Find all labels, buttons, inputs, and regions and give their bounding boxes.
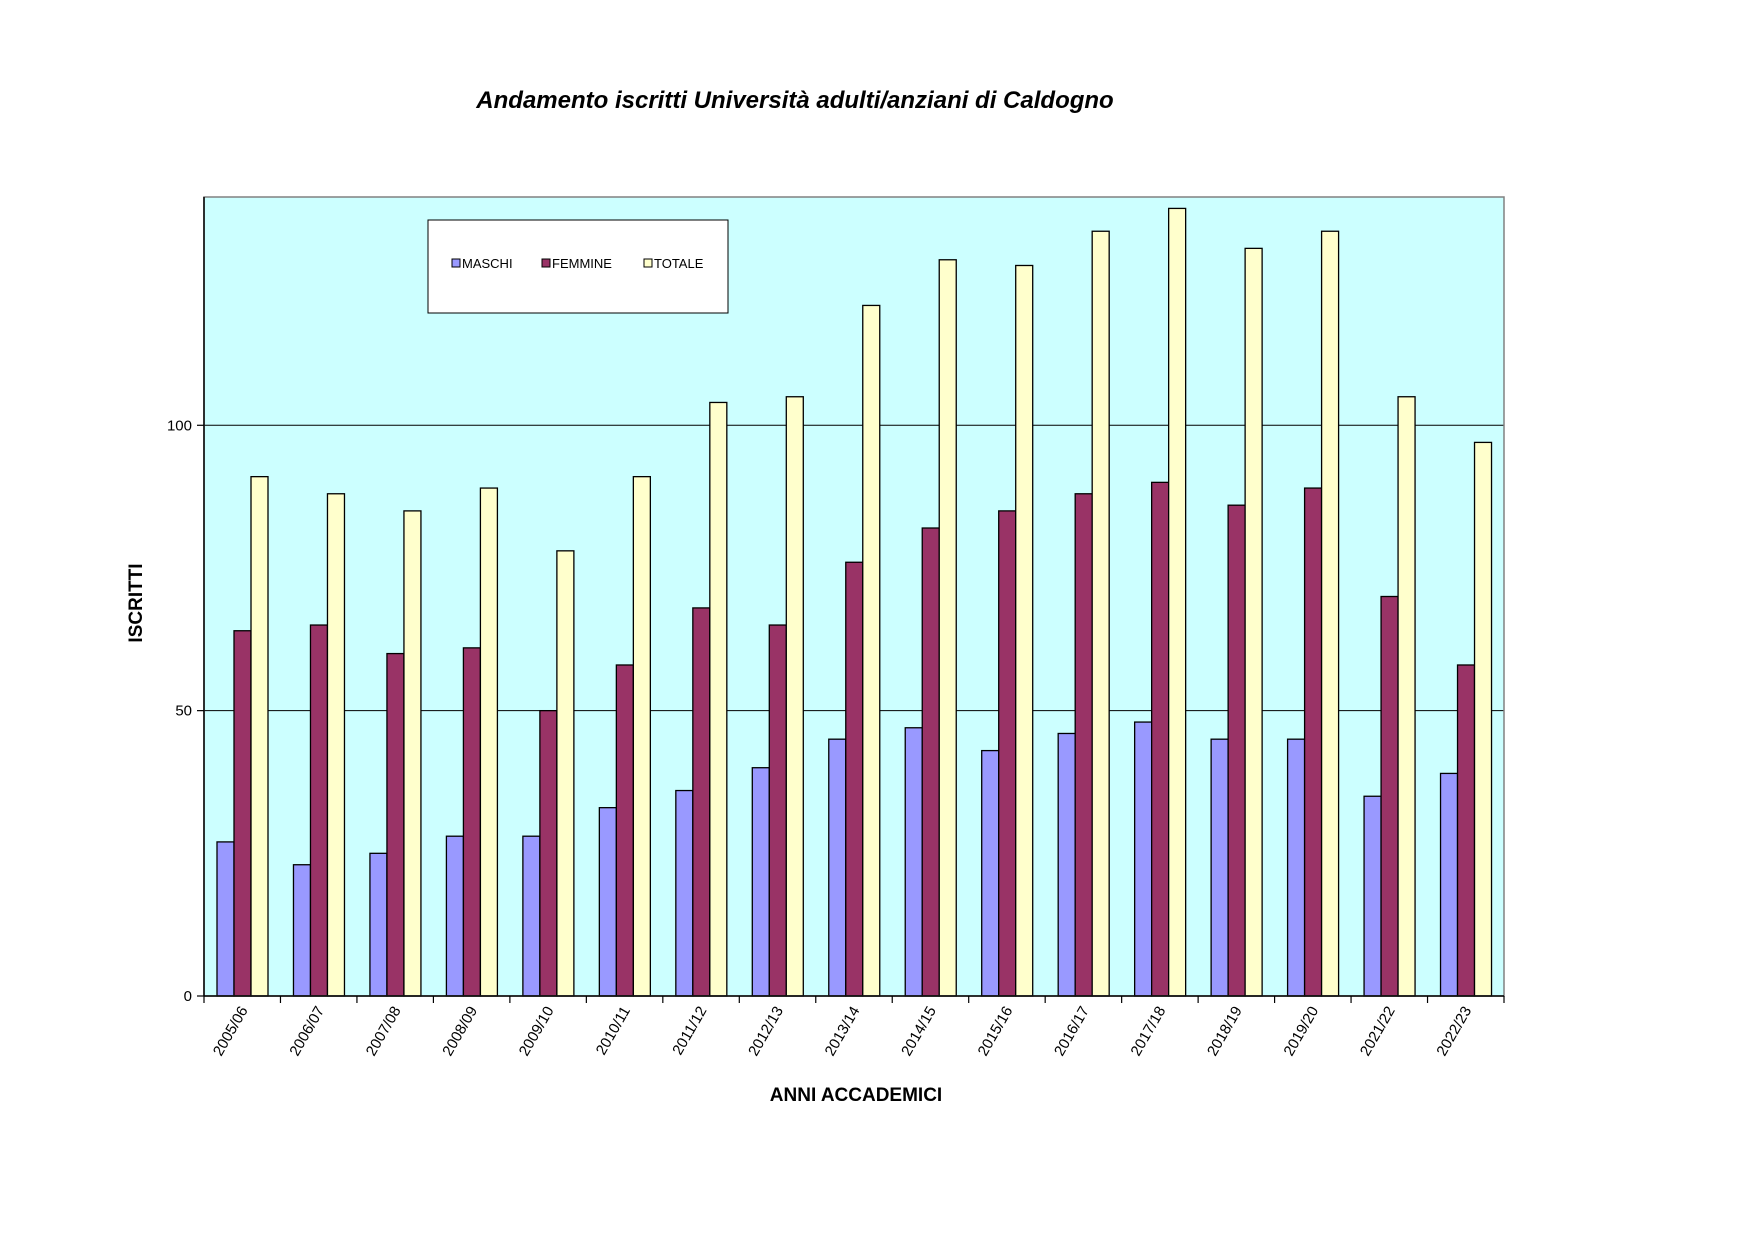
bar-femmine [1074, 493, 1093, 997]
bar-maschi [292, 864, 312, 997]
x-tick-label: 2014/15 [898, 1004, 940, 1059]
bar-totale [1167, 207, 1187, 997]
x-tick-label: 2008/09 [439, 1004, 481, 1059]
x-tick-label: 2010/11 [593, 1004, 634, 1058]
x-tick-label: 2018/19 [1204, 1004, 1246, 1059]
bar-totale [556, 550, 575, 997]
x-tick-label: 2015/16 [975, 1004, 1017, 1059]
x-tick-label: 2016/17 [1051, 1004, 1093, 1059]
chart-title: Andamento iscritti Università adulti/anz… [475, 87, 1113, 114]
bar-totale [785, 396, 804, 997]
bar-maschi [522, 835, 541, 997]
bar-femmine [1380, 595, 1399, 997]
bar-maschi [751, 767, 770, 997]
bar-femmine [386, 652, 405, 997]
bar-femmine [692, 607, 711, 997]
legend: MASCHI FEMMINE TOTALE [427, 219, 729, 314]
bar-femmine [233, 630, 252, 997]
legend-swatch-femmine [541, 258, 551, 268]
bar-femmine [1150, 481, 1170, 997]
y-tick-label: 100 [167, 417, 192, 434]
bar-maschi [1133, 721, 1153, 997]
bar-maschi [1439, 772, 1459, 997]
bar-maschi [216, 841, 235, 997]
bar-maschi [598, 807, 618, 997]
y-axis-ticks: 0 50 100 [167, 417, 204, 1005]
bar-totale [632, 475, 652, 997]
bar-maschi [1210, 738, 1229, 997]
bar-femmine [309, 624, 329, 997]
bar-totale [403, 510, 422, 997]
x-tick-label: 2012/13 [745, 1004, 787, 1059]
bar-maschi [904, 727, 923, 997]
bar-femmine [1303, 487, 1323, 997]
bar-totale [326, 493, 346, 997]
x-tick-label: 2019/20 [1280, 1004, 1322, 1059]
bar-maschi [675, 789, 694, 997]
bar-totale [1091, 230, 1110, 997]
bar-maschi [1363, 795, 1382, 997]
bar-femmine [998, 510, 1017, 997]
y-tick-label: 50 [175, 703, 192, 720]
bar-totale [479, 487, 499, 997]
bar-totale [1473, 441, 1493, 997]
x-tick-label: 2022/23 [1433, 1004, 1475, 1059]
bar-maschi [369, 852, 388, 997]
bar-totale [1015, 264, 1034, 997]
x-tick-label: 2011/12 [669, 1004, 710, 1058]
bar-totale [1244, 247, 1263, 997]
y-axis-title: ISCRITTI [126, 563, 147, 642]
bar-totale [862, 304, 881, 997]
legend-box [427, 219, 729, 314]
x-tick-label: 2017/18 [1128, 1004, 1170, 1059]
legend-swatch-totale [643, 258, 653, 268]
x-tick-label: 2007/08 [363, 1004, 405, 1059]
bar-totale [709, 401, 728, 997]
bar-femmine [1456, 664, 1476, 997]
bar-femmine [921, 527, 940, 997]
legend-label-femmine: FEMMINE [552, 256, 612, 271]
bar-maschi [981, 749, 1000, 997]
bar-femmine [539, 709, 558, 997]
bar-totale [1320, 230, 1340, 997]
x-tick-label: 2005/06 [210, 1004, 252, 1059]
x-axis-title: ANNI ACCADEMICI [770, 1085, 942, 1106]
bar-femmine [462, 647, 482, 997]
legend-label-maschi: MASCHI [462, 256, 513, 271]
bar-femmine [615, 664, 635, 997]
bar-totale [250, 475, 269, 997]
legend-label-totale: TOTALE [654, 256, 704, 271]
bar-femmine [845, 561, 864, 997]
bar-femmine [1227, 504, 1246, 997]
x-tick-label: 2021/22 [1357, 1004, 1399, 1059]
y-tick-label: 0 [184, 988, 192, 1005]
bar-maschi [1286, 738, 1306, 997]
bar-maschi [1057, 732, 1076, 997]
bar-maschi [828, 738, 847, 997]
legend-swatch-maschi [451, 258, 461, 268]
bars [216, 207, 1493, 997]
x-axis-ticks: 2005/06 2006/07 2007/08 2008/09 2009/10 2010/… [203, 996, 1505, 1059]
bar-femmine [768, 624, 787, 997]
x-tick-label: 2009/10 [516, 1004, 558, 1059]
bar-totale [1397, 396, 1416, 997]
bar-maschi [445, 835, 465, 997]
x-tick-label: 2006/07 [286, 1004, 328, 1059]
x-tick-label: 2013/14 [822, 1004, 864, 1059]
bar-totale [938, 259, 957, 997]
